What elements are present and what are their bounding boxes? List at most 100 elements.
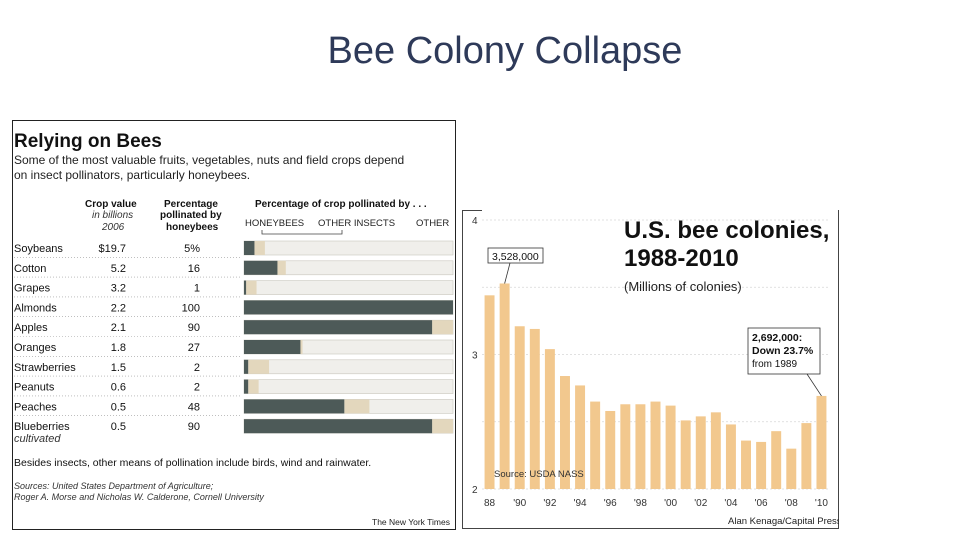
row-crop-label: Apples — [14, 322, 48, 334]
row-honeybee-pct: 2 — [194, 362, 200, 374]
row-crop-value: 2.2 — [111, 302, 126, 314]
col-header-crop-value: Crop value — [85, 199, 137, 210]
annotation-label: from 1989 — [752, 359, 797, 370]
bar-other — [243, 379, 454, 394]
colony-bar — [741, 440, 752, 489]
right-chart-yticks: 2 3 4 — [472, 216, 478, 496]
colony-bar — [499, 283, 510, 489]
x-tick-label: '04 — [724, 498, 737, 509]
col-header-crop-value-unit: in billions — [92, 210, 133, 221]
right-chart-title-line-1: U.S. bee colonies, — [624, 217, 829, 244]
row-crop-label: Grapes — [14, 283, 51, 295]
row-honeybee-pct: 90 — [188, 322, 200, 334]
col-header-pct-crop: Percentage of crop pollinated by . . . — [255, 199, 427, 210]
left-chart-note: Besides insects, other means of pollinat… — [14, 457, 371, 469]
annotation-box — [747, 327, 821, 375]
colony-bar — [559, 376, 570, 489]
right-chart-xticks: 88 '90 '92 '94 '96 '98 '00 '02 '04 '06 '08 '10 — [484, 498, 828, 509]
annotation-leader — [806, 373, 822, 397]
left-chart-subtitle-line-2: on insect pollinators, particularly hone… — [14, 168, 250, 182]
bar-honeybees — [244, 419, 433, 434]
right-chart-annotations: 3,528,000 2,692,000:Down 23.7% from 1989 — [487, 247, 822, 397]
colony-bar — [756, 441, 767, 489]
annotation-label: 3,528,000 — [492, 251, 539, 263]
annotation-label: 2,692,000: — [752, 332, 802, 344]
row-crop-note: cultivated — [14, 433, 61, 445]
x-tick-label: '08 — [785, 498, 798, 509]
colony-bar — [680, 420, 691, 489]
row-crop-value: 1.5 — [111, 362, 126, 374]
row-crop-label: Peanuts — [14, 382, 55, 394]
y-tick-label: 2 — [472, 485, 478, 496]
bar-honeybees — [244, 340, 301, 354]
row-crop-value: $19.7 — [98, 243, 126, 255]
row-crop-value: 3.2 — [111, 283, 126, 295]
colony-bar — [695, 416, 706, 489]
right-chart-credit: Alan Kenaga/Capital Press — [728, 516, 839, 527]
x-tick-label: '98 — [634, 498, 647, 509]
row-honeybee-pct: 5% — [184, 243, 200, 255]
bar-honeybees — [244, 241, 255, 255]
colony-bar — [620, 404, 631, 489]
colony-bar — [575, 385, 586, 489]
left-chart-subtitle-line-1: Some of the most valuable fruits, vegeta… — [14, 153, 404, 167]
bar-other-insects — [344, 399, 370, 414]
row-crop-label: Strawberries — [14, 362, 76, 374]
legend-other-insects: OTHER INSECTS — [318, 218, 395, 229]
col-header-pct-line-2: pollinated by — [160, 210, 222, 221]
right-chart-bars — [484, 283, 827, 489]
relying-on-bees-chart: Relying on Bees Some of the most valuabl… — [12, 120, 456, 530]
slide-title: Bee Colony Collapse — [327, 30, 683, 72]
row-crop-label: Peaches — [14, 401, 57, 413]
bar-honeybees — [244, 280, 247, 295]
legend-honeybees: HONEYBEES — [245, 218, 304, 229]
row-crop-value: 2.1 — [111, 322, 126, 334]
bar-honeybees — [244, 300, 453, 315]
x-tick-label: '02 — [694, 498, 707, 509]
row-crop-value: 5.2 — [111, 263, 126, 275]
right-chart-subtitle: (Millions of colonies) — [624, 279, 742, 294]
x-tick-label: '94 — [574, 498, 587, 509]
col-header-crop-value-year: 2006 — [101, 222, 125, 233]
row-honeybee-pct: 48 — [188, 401, 200, 413]
colony-bar — [801, 423, 812, 489]
row-honeybee-pct: 100 — [182, 302, 200, 314]
colony-bar — [529, 328, 540, 489]
row-crop-label: Oranges — [14, 342, 57, 354]
bar-other-insects — [300, 340, 303, 354]
x-tick-label: '90 — [513, 498, 526, 509]
row-crop-label: Cotton — [14, 263, 46, 275]
colony-bar — [786, 448, 797, 489]
bar-other-insects — [432, 419, 453, 434]
right-chart-source: Source: USDA NASS — [494, 469, 584, 480]
row-honeybee-pct: 1 — [194, 283, 200, 295]
bar-other-insects — [277, 260, 286, 275]
bar-other-insects — [254, 241, 265, 255]
row-crop-value: 0.6 — [111, 382, 126, 394]
col-header-pct-line-1: Percentage — [164, 199, 218, 210]
row-crop-value: 0.5 — [111, 421, 126, 433]
x-tick-label: 88 — [484, 498, 496, 509]
row-honeybee-pct: 2 — [194, 382, 200, 394]
bar-other-insects — [246, 280, 257, 295]
left-chart-source-line-1: Sources: United States Department of Agr… — [14, 481, 214, 491]
colony-bar — [725, 424, 736, 489]
colony-bar — [650, 401, 661, 489]
legend-other: OTHER — [416, 218, 449, 229]
bar-honeybees — [244, 320, 433, 335]
left-chart-title: Relying on Bees — [14, 131, 162, 152]
colony-bar — [816, 395, 827, 489]
row-crop-value: 0.5 — [111, 401, 126, 413]
colony-bar — [590, 401, 601, 489]
right-chart-top-band — [482, 210, 838, 226]
legend-bracket — [261, 230, 343, 235]
annotation-box — [487, 247, 544, 264]
colony-bar — [484, 295, 495, 489]
y-tick-label: 3 — [472, 351, 478, 362]
x-tick-label: '92 — [543, 498, 556, 509]
bar-other — [243, 280, 454, 295]
bar-other — [243, 359, 454, 375]
x-tick-label: '96 — [604, 498, 617, 509]
colony-bar — [771, 431, 782, 489]
x-tick-label: '06 — [755, 498, 768, 509]
